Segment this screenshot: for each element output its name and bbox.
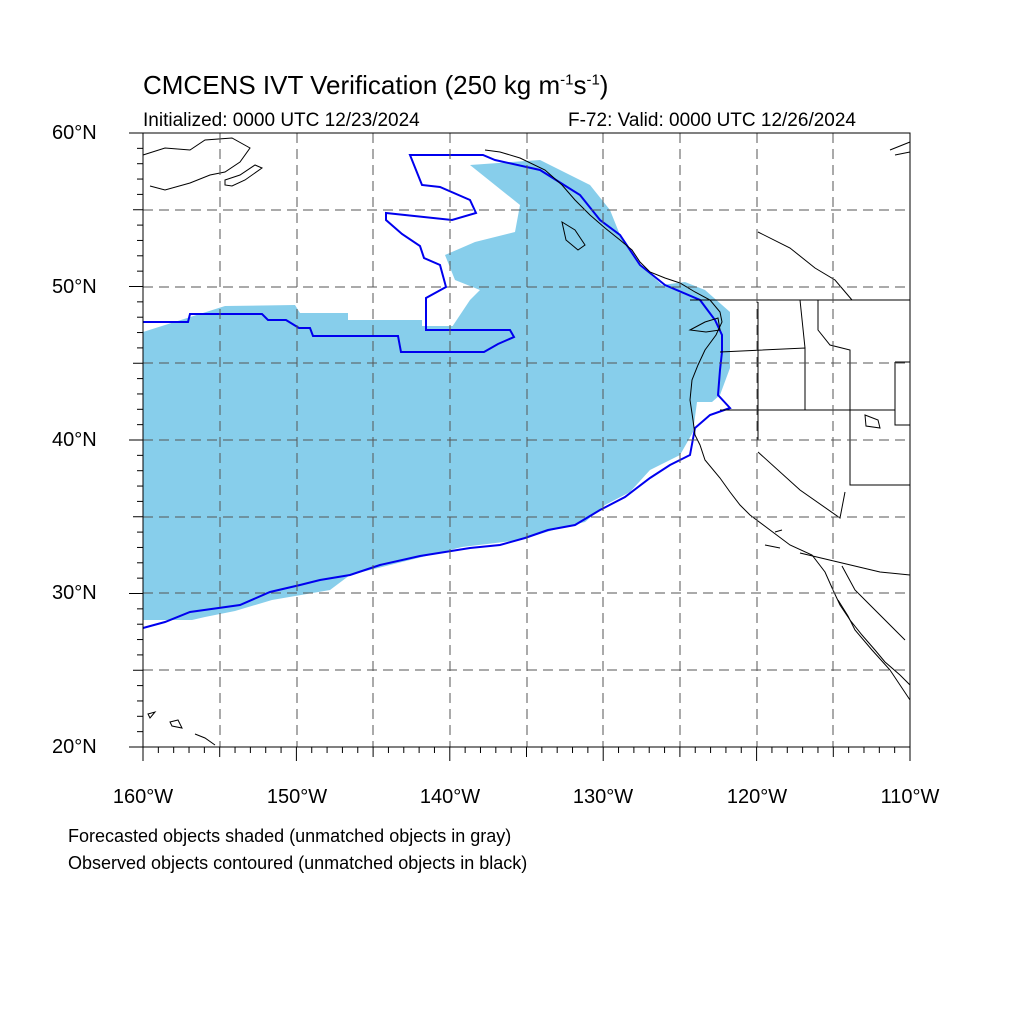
init-time-label: Initialized: 0000 UTC 12/23/2024 xyxy=(143,110,420,131)
lat-label-50n: 50°N xyxy=(52,276,97,298)
coastline-layer xyxy=(142,137,911,746)
forecast-object-shaded xyxy=(143,160,730,620)
lon-label-120w: 120°W xyxy=(726,786,788,808)
grid-lines xyxy=(143,133,910,747)
lat-label-30n: 30°N xyxy=(52,582,97,604)
axis-ticks xyxy=(129,132,911,761)
footnote-observed: Observed objects contoured (unmatched ob… xyxy=(68,853,528,873)
lon-label-150w: 150°W xyxy=(266,786,328,808)
lat-label-40n: 40°N xyxy=(52,429,97,451)
lon-label-140w: 140°W xyxy=(419,786,481,808)
footnote-forecast: Forecasted objects shaded (unmatched obj… xyxy=(68,826,512,846)
lon-label-160w: 160°W xyxy=(112,786,174,808)
valid-time-label: F-72: Valid: 0000 UTC 12/26/2024 xyxy=(568,110,856,131)
lon-label-130w: 130°W xyxy=(572,786,634,808)
map-title: CMCENS IVT Verification (250 kg m-1s-1) xyxy=(143,70,609,100)
lat-label-20n: 20°N xyxy=(52,736,97,758)
lon-label-110w: 110°W xyxy=(880,786,940,808)
lat-label-60n: 60°N xyxy=(52,122,97,144)
observed-object-contour xyxy=(142,154,732,629)
